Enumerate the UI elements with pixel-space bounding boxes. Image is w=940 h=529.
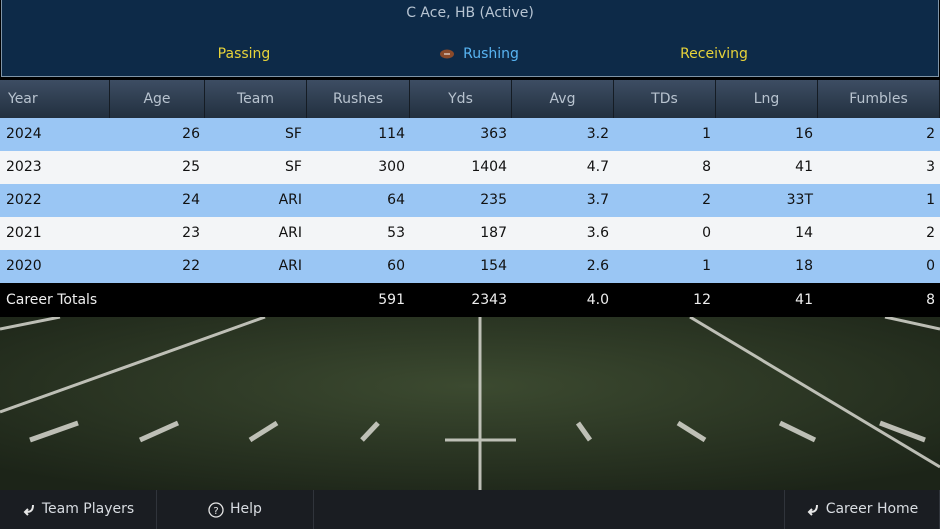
table-row[interactable]: 2022 24 ARI 64 235 3.7 2 33T 1 [0, 184, 940, 217]
button-label[interactable]: Help [230, 501, 262, 517]
table-cell: 2022 [6, 192, 42, 208]
table-cell: 154 [480, 258, 507, 274]
table-cell: 64 [387, 192, 405, 208]
back-icon [807, 504, 818, 516]
table-cell: 3.7 [586, 192, 609, 208]
table-cell: SF [285, 126, 302, 142]
totals-cell: 591 [378, 292, 405, 308]
footer-button[interactable]: Team Players [0, 490, 157, 529]
column-header[interactable]: TDs [614, 80, 716, 118]
table-cell: 4.7 [586, 159, 609, 175]
table-cell: 3 [926, 159, 935, 175]
column-header[interactable]: Lng [716, 80, 818, 118]
table-cell: 14 [795, 225, 813, 241]
header-panel [1, 0, 939, 77]
table-cell: 8 [702, 159, 711, 175]
column-header[interactable]: Year [0, 80, 110, 118]
totals-row: Career Totals 591 2343 4.0 12 41 8 [0, 284, 940, 317]
table-cell: 60 [387, 258, 405, 274]
table-cell: 0 [702, 225, 711, 241]
table-cell: 1404 [471, 159, 507, 175]
table-cell: ARI [278, 225, 302, 241]
table-cell: 18 [795, 258, 813, 274]
table-cell: ARI [278, 258, 302, 274]
footer-bar: Team Players? Help Career Home [0, 490, 940, 529]
table-row[interactable]: 2020 22 ARI 60 154 2.6 1 18 0 [0, 250, 940, 283]
footer-button[interactable]: Career Home [784, 490, 940, 529]
table-cell: 41 [795, 159, 813, 175]
table-cell: 16 [795, 126, 813, 142]
table-row[interactable]: 2021 23 ARI 53 187 3.6 0 14 2 [0, 217, 940, 250]
totals-cell: 8 [926, 292, 935, 308]
table-cell: 363 [480, 126, 507, 142]
table-cell: 53 [387, 225, 405, 241]
table-cell: 2024 [6, 126, 42, 142]
tab-label[interactable]: Receiving [680, 46, 748, 62]
table-cell: SF [285, 159, 302, 175]
button-label[interactable]: Team Players [41, 501, 135, 517]
totals-cell: 4.0 [586, 292, 609, 308]
table-cell: 0 [926, 258, 935, 274]
tab-label[interactable]: Passing [217, 46, 271, 62]
column-header[interactable]: Rushes [307, 80, 410, 118]
tab[interactable]: Rushing [379, 46, 579, 62]
table-cell: ARI [278, 192, 302, 208]
table-row[interactable]: 2024 26 SF 114 363 3.2 1 16 2 [0, 118, 940, 151]
table-cell: 2 [926, 126, 935, 142]
table-cell: 2020 [6, 258, 42, 274]
table-cell: 235 [480, 192, 507, 208]
totals-cell: 12 [693, 292, 711, 308]
svg-text:?: ? [213, 506, 218, 517]
footer-button[interactable]: ? Help [157, 490, 314, 529]
table-cell: 114 [378, 126, 405, 142]
tab-label[interactable]: Rushing [463, 46, 519, 62]
table-cell: 1 [702, 258, 711, 274]
table-cell: 2 [926, 225, 935, 241]
table-row[interactable]: 2023 25 SF 300 1404 4.7 8 41 3 [0, 151, 940, 184]
table-cell: 1 [702, 126, 711, 142]
table-cell: 23 [182, 225, 200, 241]
table-cell: 187 [480, 225, 507, 241]
table-header: Year Age Team Rushes Yds Avg TDs Lng Fumbles [0, 80, 940, 118]
column-header[interactable]: Avg [512, 80, 614, 118]
back-icon [23, 504, 34, 516]
help-icon: ? [208, 501, 224, 518]
tab[interactable]: Passing [144, 46, 344, 62]
table-cell: 33T [786, 192, 813, 208]
totals-cell: 41 [795, 292, 813, 308]
table-cell: 26 [182, 126, 200, 142]
column-header[interactable]: Yds [410, 80, 512, 118]
table-cell: 3.2 [586, 126, 609, 142]
table-cell: 2 [702, 192, 711, 208]
field-background [0, 317, 940, 490]
button-label[interactable]: Career Home [825, 501, 919, 517]
table-cell: 2.6 [586, 258, 609, 274]
column-header[interactable]: Team [205, 80, 307, 118]
table-cell: 2023 [6, 159, 42, 175]
column-header[interactable]: Age [110, 80, 205, 118]
table-cell: 25 [182, 159, 200, 175]
table-cell: 1 [926, 192, 935, 208]
table-cell: 22 [182, 258, 200, 274]
player-title: C Ace, HB (Active) [406, 5, 534, 21]
tab[interactable]: Receiving [614, 46, 814, 62]
table-cell: 3.6 [586, 225, 609, 241]
column-header[interactable]: Fumbles [818, 80, 940, 118]
table-cell: 300 [378, 159, 405, 175]
table-cell: 24 [182, 192, 200, 208]
totals-cell: 2343 [471, 292, 507, 308]
table-cell: 2021 [6, 225, 42, 241]
football-icon [440, 49, 455, 59]
totals-label: Career Totals [6, 292, 98, 308]
